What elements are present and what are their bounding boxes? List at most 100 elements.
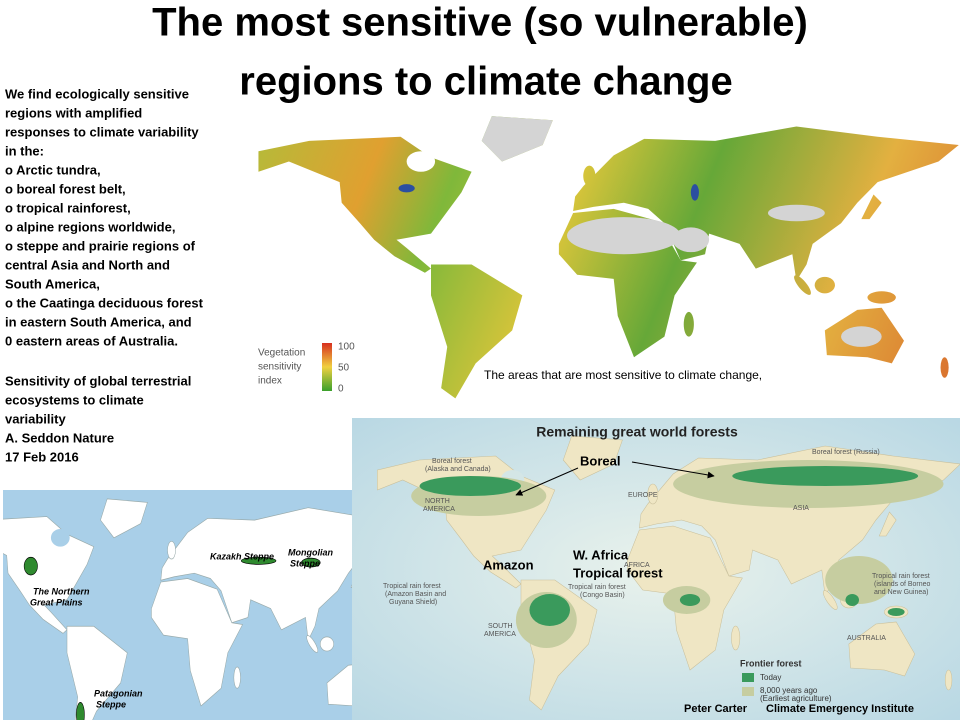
legend-swatch [742, 673, 754, 682]
text-line: 0 eastern areas of Australia. [5, 333, 178, 348]
steppe-area [23, 556, 38, 576]
text-line: o alpine regions worldwide, [5, 219, 175, 234]
forest-title: Remaining great world forests [536, 424, 738, 440]
current-forest [419, 466, 919, 626]
legend-item: Today [760, 673, 781, 682]
forest-area [529, 594, 571, 626]
map-land [376, 435, 960, 711]
forest-area [887, 608, 905, 616]
text-line: o steppe and prairie regions of [5, 238, 196, 253]
sensitivity-map [258, 116, 959, 399]
arrow [631, 461, 715, 479]
text-line: in the: [5, 143, 44, 158]
legend-item: 8,000 years ago [760, 686, 818, 695]
map-label: Steppe [96, 699, 126, 709]
lake [398, 184, 415, 193]
caption: The areas that are most sensitive to cli… [484, 368, 762, 382]
greenland [481, 116, 553, 162]
lake [690, 184, 699, 201]
desert [841, 326, 882, 347]
legend-swatch [742, 687, 754, 696]
legend-title: sensitivity [258, 362, 301, 373]
title: regions to climate change [239, 60, 732, 104]
bay [406, 151, 436, 172]
map-label: AMERICA [423, 506, 455, 513]
steppe-area [240, 556, 277, 565]
map-label: Boreal forest (Russia) [812, 449, 880, 456]
text-line: central Asia and North and [5, 257, 170, 272]
steppe-area [76, 702, 85, 720]
title: The most sensitive (so vulnerable) [152, 1, 808, 45]
text-line: variability [5, 411, 66, 426]
source: Sensitivity of global terrestrial ecosyst… [5, 373, 191, 464]
forest-area [732, 466, 919, 486]
forest-area [825, 556, 893, 604]
forest-area [845, 594, 859, 606]
map-label: EUROPE [628, 492, 658, 499]
text-line: ecosystems to climate [5, 392, 144, 407]
map-label: Tropical rain forest [568, 584, 626, 591]
arrow [515, 467, 579, 496]
legend-tick: 100 [338, 342, 355, 353]
map-land [258, 116, 959, 399]
map-label: Tropical rain forest [872, 573, 930, 580]
map-label: AMERICA [484, 631, 516, 638]
legend-scale [322, 343, 332, 391]
map-label: Patagonian [94, 688, 143, 698]
text-line: o tropical rainforest, [5, 200, 131, 215]
map-label: Steppe [290, 558, 320, 568]
legend-item: (Earliest agriculture) [760, 694, 832, 703]
map-label: (Amazon Basin and [385, 591, 446, 598]
map-label: and New Guinea) [874, 589, 928, 596]
forest-area [679, 594, 701, 606]
summary: We find ecologically sensitive regions wi… [5, 86, 204, 348]
map-label: SOUTH [488, 623, 513, 630]
callout: Amazon [483, 557, 534, 572]
text-line: We find ecologically sensitive [5, 86, 189, 101]
credit: Climate Emergency Institute [766, 703, 914, 715]
forest-area [419, 476, 521, 496]
text-line: Sensitivity of global terrestrial [5, 373, 191, 388]
map-label: The Northern [33, 586, 90, 596]
map-label: Great Plains [30, 597, 83, 607]
legend-title: Frontier forest [740, 658, 802, 668]
map-label: (Alaska and Canada) [425, 466, 491, 473]
map-label: NORTH [425, 498, 450, 505]
map-label: Mongolian [288, 547, 333, 557]
text-line: o Arctic tundra, [5, 162, 101, 177]
callout: Tropical forest [573, 565, 663, 580]
text-line: responses to climate variability [5, 124, 199, 139]
text-line: A. Seddon Nature [5, 430, 114, 445]
steppe-map [3, 490, 375, 720]
legend-tick: 0 [338, 384, 344, 395]
text-line: o the Caatinga deciduous forest [5, 295, 204, 310]
text-line: regions with amplified [5, 105, 142, 120]
map-label: (Congo Basin) [580, 592, 625, 599]
text-line: in eastern South America, and [5, 314, 192, 329]
map-label: Kazakh Steppe [210, 551, 274, 561]
desert [672, 227, 710, 253]
steppe-area [301, 557, 321, 568]
map-label: Boreal forest [432, 458, 472, 465]
legend-title: index [258, 376, 282, 387]
callout: Boreal [580, 453, 620, 468]
credit: Peter Carter [684, 703, 748, 715]
map-label: Guyana Shield) [389, 599, 437, 606]
callout: W. Africa [573, 547, 629, 562]
text-line: 17 Feb 2016 [5, 449, 79, 464]
map-label: (islands of Borneo [874, 581, 931, 588]
legend-title: Vegetation [258, 348, 305, 359]
map-land [3, 497, 375, 720]
text-line: o boreal forest belt, [5, 181, 126, 196]
map-label: AFRICA [624, 562, 650, 569]
legend-tick: 50 [338, 363, 350, 374]
desert [767, 204, 825, 222]
forest-map [352, 418, 960, 720]
map-label: AUSTRALIA [847, 635, 886, 642]
bay [50, 528, 70, 547]
land [258, 116, 959, 399]
text-line: South America, [5, 276, 100, 291]
map-label: ASIA [793, 505, 809, 512]
